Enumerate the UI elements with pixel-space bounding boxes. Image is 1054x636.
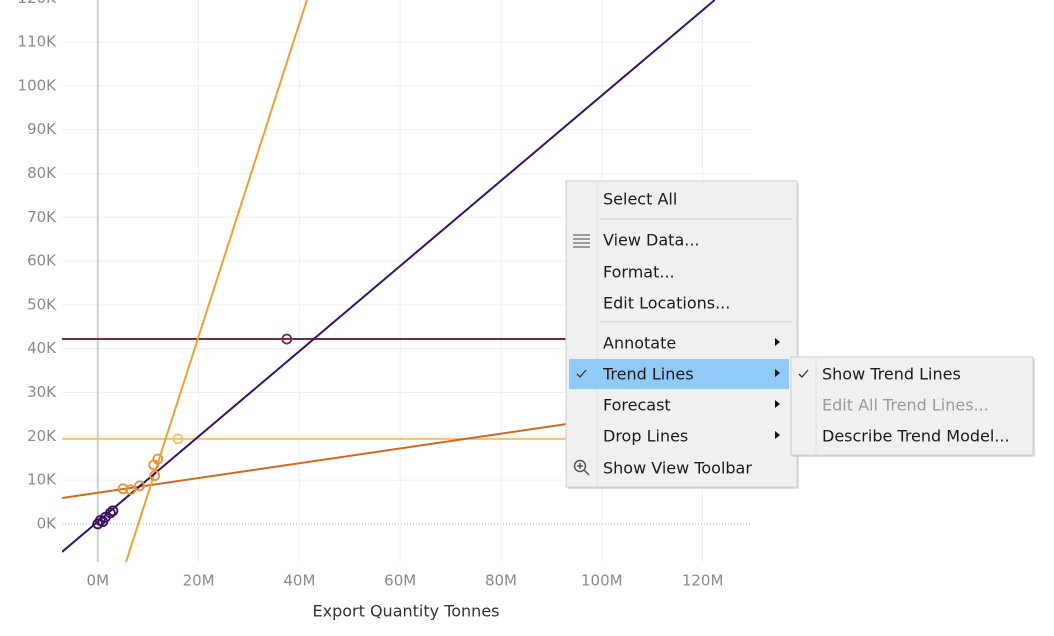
menu-item[interactable]: Show View Toolbar: [603, 459, 752, 478]
y-tick-label: 60K: [27, 252, 57, 270]
menu-item[interactable]: Trend Lines: [602, 365, 694, 384]
menu-item[interactable]: Format...: [603, 263, 675, 282]
y-tick-label: 10K: [27, 471, 57, 489]
point: [134, 480, 146, 492]
check-icon: [576, 369, 587, 378]
y-tick-label: 50K: [27, 295, 57, 313]
y-tick-label: 120K: [18, 0, 58, 7]
menu-item[interactable]: Annotate: [603, 334, 676, 353]
y-tick-label: 70K: [27, 208, 57, 226]
menu-item[interactable]: Select All: [603, 190, 677, 209]
y-tick-label: 80K: [27, 164, 57, 182]
point: [125, 484, 136, 496]
submenu: Show Trend Lines Edit All Trend Lines...…: [790, 356, 1035, 457]
trend-line: [125, 0, 308, 562]
x-tick-label: 20M: [183, 572, 215, 590]
menu-item[interactable]: Drop Lines: [603, 427, 688, 446]
submenu-arrows: [775, 338, 780, 439]
menu-item[interactable]: Show Trend Lines: [822, 365, 961, 384]
point: [281, 333, 293, 345]
trend-line: [62, 0, 716, 553]
x-tick-label: 100M: [581, 572, 623, 590]
y-tick-label: 30K: [27, 383, 57, 401]
x-tick-label: 0M: [87, 572, 110, 590]
menu-item[interactable]: Describe Trend Model...: [822, 427, 1010, 446]
point: [152, 453, 164, 465]
y-tick-label: 20K: [27, 427, 57, 445]
point: [149, 470, 161, 482]
menu-item: Edit All Trend Lines...: [822, 396, 989, 415]
menu-item[interactable]: Forecast: [603, 396, 671, 415]
point: [104, 507, 116, 519]
menu-box: [565, 180, 798, 488]
point: [107, 505, 119, 517]
highlight: [569, 359, 789, 389]
point: [172, 433, 184, 445]
x-tick-label: 40M: [283, 572, 315, 590]
y-tick-label: 0K: [37, 514, 58, 532]
x-tick-label: 120M: [682, 572, 724, 590]
context-menu: Select All View Data... Format... Edit L…: [565, 180, 799, 489]
view-data-icon: [573, 234, 590, 248]
menu-item[interactable]: Edit Locations...: [603, 294, 730, 313]
x-tick-label: 80M: [485, 572, 517, 590]
submenu-box: [790, 356, 1034, 456]
menu-item[interactable]: View Data...: [603, 231, 700, 250]
point: [117, 483, 129, 495]
y-tick-label: 40K: [27, 339, 57, 357]
x-axis-title: Export Quantity Tonnes: [313, 602, 500, 621]
y-tick-label: 90K: [27, 120, 57, 138]
x-tick-label: 60M: [384, 572, 416, 590]
check-icon: [798, 369, 809, 378]
y-tick-label: 110K: [18, 33, 58, 51]
y-tick-label: 100K: [18, 76, 58, 94]
zoom-icon: [573, 459, 590, 476]
